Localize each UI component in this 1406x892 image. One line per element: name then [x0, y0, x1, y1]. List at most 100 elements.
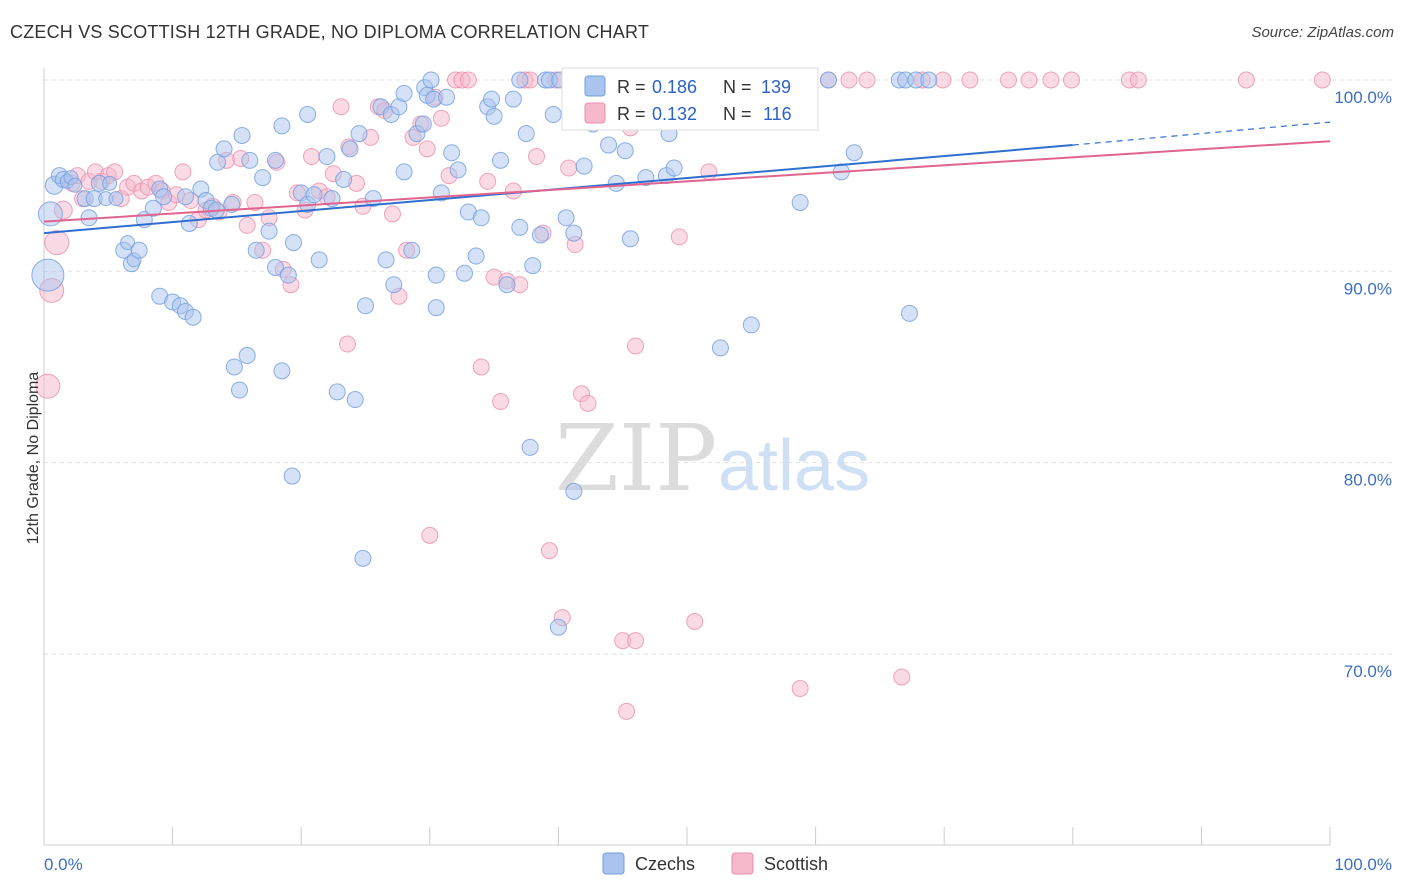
czechs-point — [414, 115, 432, 133]
scottish-point — [421, 526, 439, 544]
czechs-point — [233, 126, 251, 144]
scottish-point — [332, 98, 350, 116]
series-czechs-points — [31, 71, 938, 636]
scottish-point — [1129, 71, 1147, 89]
scottish-point — [479, 172, 497, 190]
scottish-point — [840, 71, 858, 89]
czechs-point — [273, 117, 291, 135]
czechs-point — [521, 438, 539, 456]
scottish-point — [934, 71, 952, 89]
czechs-point — [742, 316, 760, 334]
czechs-n-value: 139 — [761, 77, 791, 97]
scottish-point — [1020, 71, 1038, 89]
scottish-point — [246, 193, 264, 211]
scottish-point — [174, 163, 192, 181]
czechs-point — [492, 151, 510, 169]
czechs-point — [900, 304, 918, 322]
scottish-point — [1063, 71, 1081, 89]
scottish-n-label: N = — [723, 104, 752, 124]
scottish-swatch — [584, 102, 606, 124]
czechs-point — [427, 266, 445, 284]
czechs-point — [549, 618, 567, 636]
scottish-point — [472, 358, 490, 376]
scottish-point — [579, 394, 597, 412]
scottish-point — [627, 337, 645, 355]
czechs-point — [600, 136, 618, 154]
legend-scottish-swatch — [731, 852, 754, 875]
czechs-point — [438, 88, 456, 106]
czechs-point — [449, 161, 467, 179]
trend-lines — [43, 121, 1331, 235]
czechs-point — [328, 383, 346, 401]
scottish-point — [961, 71, 979, 89]
watermark-zip: ZIP — [555, 405, 717, 512]
czechs-point — [266, 151, 284, 169]
scottish-point — [302, 148, 320, 166]
watermark-atlas: atlas — [718, 426, 870, 506]
czechs-point — [511, 71, 529, 89]
czechs-point — [483, 90, 501, 108]
czechs-point — [305, 186, 323, 204]
czechs-point — [422, 71, 440, 89]
czechs-point — [155, 188, 173, 206]
czechs-point — [130, 241, 148, 259]
x-tick-label-min: 0.0% — [44, 855, 83, 874]
czechs-r-label: R = — [617, 77, 646, 97]
y-tick-label: 100.0% — [1334, 88, 1392, 107]
czechs-point — [443, 144, 461, 162]
czechs-point — [711, 339, 729, 357]
czechs-point — [565, 482, 583, 500]
czechs-n-label: N = — [723, 77, 752, 97]
czechs-point — [225, 358, 243, 376]
czechs-swatch — [584, 75, 606, 97]
scottish-point — [44, 230, 70, 256]
czechs-point — [284, 234, 302, 252]
czechs-point — [616, 142, 634, 160]
scottish-n-value: 116 — [763, 104, 792, 124]
czechs-point — [364, 190, 382, 208]
series-legend: Czechs Scottish — [602, 852, 828, 875]
czechs-point — [467, 247, 485, 265]
y-tick-label: 70.0% — [1344, 662, 1392, 681]
scottish-point — [35, 373, 61, 399]
czechs-point — [341, 140, 359, 158]
czechs-point — [354, 549, 372, 567]
czechs-point — [144, 199, 162, 217]
scottish-r-label: R = — [617, 104, 646, 124]
czechs-point — [472, 209, 490, 227]
czechs-trend-extension — [1072, 121, 1331, 146]
watermark: ZIP atlas — [555, 405, 870, 512]
czechs-point — [283, 467, 301, 485]
scottish-point — [432, 109, 450, 127]
scottish-point — [1237, 71, 1255, 89]
stats-legend: R = 0.186 N = 139 R = 0.132 N = 116 — [561, 67, 819, 131]
scottish-point — [618, 702, 636, 720]
czechs-point — [180, 215, 198, 232]
czechs-point — [395, 84, 413, 102]
czechs-point — [279, 266, 297, 284]
czechs-point — [544, 105, 562, 123]
scottish-trend-line — [43, 140, 1331, 223]
czechs-point — [184, 308, 202, 326]
scottish-point — [528, 148, 546, 166]
scottish-point — [791, 679, 809, 697]
czechs-point — [403, 241, 421, 259]
scottish-point — [492, 392, 510, 410]
czechs-point — [456, 264, 474, 282]
czechs-point — [346, 391, 364, 409]
czechs-point — [176, 188, 194, 206]
czechs-point — [845, 144, 863, 162]
scottish-point — [560, 159, 578, 177]
czechs-point — [241, 151, 259, 169]
czechs-point — [920, 71, 938, 89]
czechs-point — [427, 299, 445, 317]
czechs-point — [565, 224, 583, 242]
czechs-point — [819, 71, 837, 89]
czechs-point — [67, 177, 83, 193]
czechs-point — [621, 230, 639, 248]
legend-czechs-swatch — [602, 852, 625, 875]
czechs-point — [531, 226, 549, 244]
czechs-point — [377, 251, 395, 269]
czechs-point — [350, 125, 368, 143]
source-label: Source: ZipAtlas.com — [1251, 24, 1394, 41]
